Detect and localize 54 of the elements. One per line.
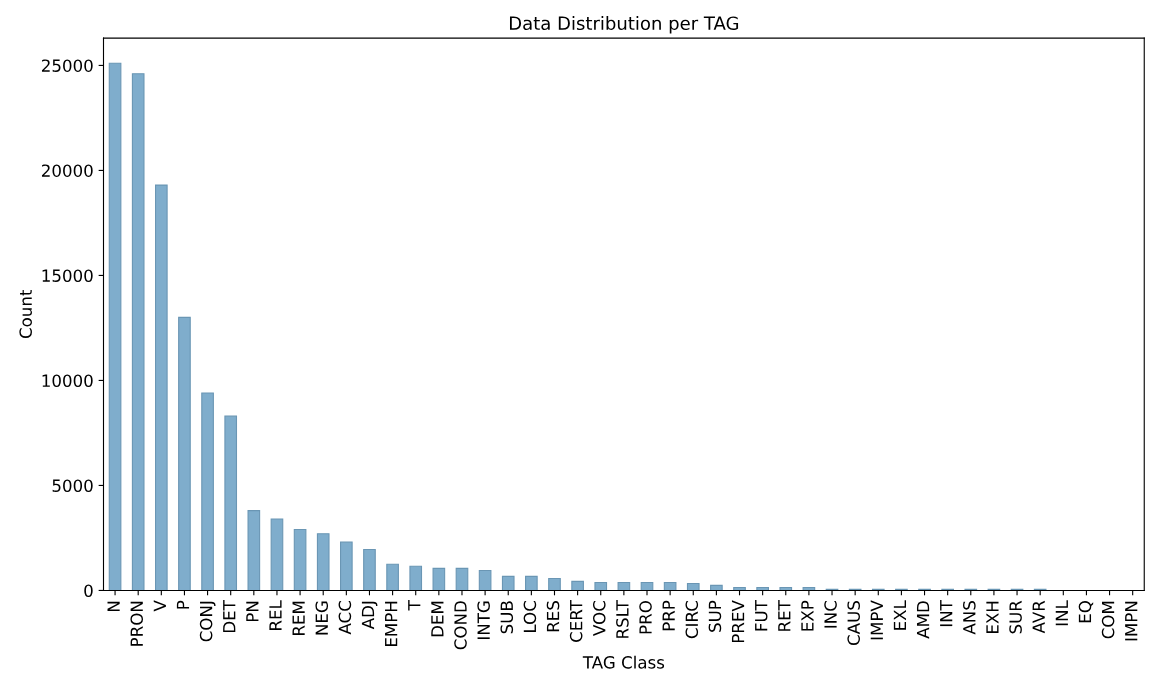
x-tick-label: PN (246, 601, 259, 622)
x-tick-label: V (153, 600, 166, 612)
x-tick-label: ACC (338, 601, 352, 635)
x-tick-label: EXL (893, 600, 907, 630)
x-tick-label: CAUS (847, 601, 860, 646)
x-tick-label: T (408, 600, 421, 611)
y-tick-label: 25000 (41, 59, 93, 72)
x-tick-label: RET (778, 600, 791, 631)
x-tick-label: REM (292, 601, 305, 636)
y-tick-label: 20000 (41, 164, 93, 177)
x-tick-label: EQ (1078, 601, 1094, 623)
x-tick-label: PREV (731, 600, 745, 643)
y-tick-label: 15000 (42, 269, 93, 282)
x-tick-label: INL (1055, 600, 1068, 626)
y-tick-label: 10000 (42, 374, 93, 387)
y-tick-label: 5000 (52, 479, 93, 492)
x-tick-label: COND (454, 601, 467, 650)
x-tick-label: DET (223, 600, 236, 633)
x-tick-label: EXP (801, 600, 814, 631)
x-tick-label: VOC (592, 601, 606, 636)
x-tick-label: SUB (500, 601, 514, 634)
x-tick-label: CERT (569, 600, 583, 642)
x-tick-label: PRON (130, 601, 144, 646)
x-tick-label: IMPV (870, 600, 883, 640)
x-tick-label: RSLT (616, 600, 629, 638)
chart-title: Data Distribution per TAG (509, 16, 739, 34)
x-tick-label: N (107, 601, 120, 611)
x-tick-label: LOC (523, 601, 537, 632)
x-tick-label: CIRC (685, 601, 699, 639)
x-tick-label: AVR (1032, 600, 1045, 634)
x-axis-title: TAG Class (582, 655, 665, 669)
x-tick-label: DEM (431, 601, 444, 637)
x-tick-label: IMPN (1125, 601, 1138, 641)
x-tick-label: COM (1101, 601, 1115, 639)
x-tick-label: FUT (755, 600, 768, 631)
x-tick-label: NEG (315, 601, 329, 635)
x-tick-label: SUP (708, 600, 722, 632)
x-tick-label: PRP (662, 600, 675, 631)
x-tick-label: P (176, 600, 190, 609)
x-tick-label: INTG (477, 601, 490, 639)
x-tick-label: RES (546, 601, 560, 632)
x-tick-label: INT (940, 600, 953, 627)
x-tick-label: AMD (916, 601, 930, 639)
x-tick-label: INC (824, 601, 837, 628)
x-tick-label: PRO (639, 601, 652, 634)
x-tick-label: CONJ (199, 601, 216, 642)
y-tick-label: 0 (84, 584, 93, 598)
x-tick-label: ADJ (361, 601, 378, 630)
x-tick-label: REL (269, 600, 282, 630)
x-tick-label: EMPH (385, 601, 398, 647)
y-axis-title: Count (19, 289, 32, 339)
x-tick-label: SUR (1009, 600, 1022, 634)
x-tick-label: EXH (986, 601, 999, 633)
x-tick-label: ANS (963, 601, 976, 635)
